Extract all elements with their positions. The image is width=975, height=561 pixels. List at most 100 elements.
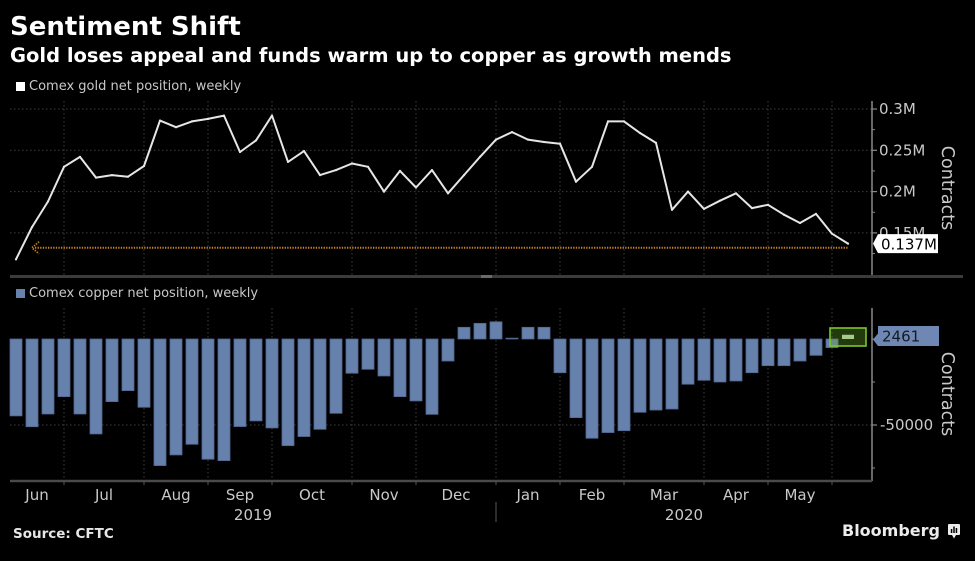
gold-point (350, 162, 354, 165)
copper-bar (793, 338, 807, 362)
gold-point (606, 120, 610, 123)
panel-splitter-handle (481, 275, 492, 278)
gold-point (734, 192, 738, 195)
copper-bar (393, 338, 407, 398)
copper-bar (809, 338, 823, 356)
source-note: Source: CFTC (13, 526, 114, 542)
month-label: May (784, 486, 815, 504)
gold-point (142, 164, 146, 168)
month-label: Aug (161, 486, 190, 504)
copper-bar (409, 338, 423, 402)
gold-point (574, 180, 578, 183)
gold-point (430, 169, 434, 172)
gold-point (254, 139, 258, 142)
gold-point (510, 131, 514, 134)
axes (10, 101, 963, 522)
copper-bar (233, 338, 247, 427)
brand: Bloomberg (842, 523, 960, 539)
gold-point (382, 190, 386, 193)
copper-bar (153, 338, 167, 466)
month-label: Sep (226, 486, 254, 504)
gold-point (750, 207, 754, 210)
copper-legend-swatch-icon (16, 289, 25, 298)
gold-point (718, 199, 722, 202)
copper-bar (585, 338, 599, 439)
gold-point (94, 176, 98, 179)
copper-last-value-callout (873, 326, 939, 346)
gold-point (814, 212, 818, 215)
bloomberg-logo-icon (947, 523, 960, 538)
copper-bar (313, 338, 327, 430)
copper-bar (761, 338, 775, 367)
gold-legend: Comex gold net position, weekly (16, 80, 241, 93)
copper-legend-label: Comex copper net position, weekly (29, 286, 259, 301)
copper-bar (473, 322, 487, 340)
copper-y-axis-title: Contracts (937, 352, 957, 436)
copper-bar (201, 338, 215, 460)
copper-bar (41, 338, 55, 415)
gold-point (798, 221, 802, 225)
copper-bar (521, 326, 535, 340)
copper-bar (329, 338, 343, 414)
gold-point (302, 150, 306, 153)
copper-bar (489, 321, 503, 340)
gold-legend-label: Comex gold net position, weekly (29, 79, 242, 94)
copper-bar-latest (842, 334, 854, 339)
gold-point (526, 138, 530, 141)
gold-point (494, 138, 498, 141)
month-label: Jun (24, 486, 48, 504)
copper-bar (569, 338, 583, 419)
copper-last-value-label: 2461 (882, 328, 920, 346)
gold-point (670, 208, 674, 211)
gold-y-axis-title: Contracts (937, 146, 957, 230)
month-label: Jan (515, 486, 539, 504)
copper-bar (745, 338, 759, 374)
gold-point (414, 186, 418, 189)
copper-bar (137, 338, 151, 408)
copper-bar (617, 338, 631, 432)
copper-bar (697, 338, 711, 381)
gold-point (270, 114, 274, 117)
gold-point (590, 165, 594, 168)
gold-legend-swatch-icon (16, 82, 25, 91)
chart-subtitle: Gold loses appeal and funds warm up to c… (10, 44, 732, 67)
chart-title: Sentiment Shift (10, 12, 241, 42)
copper-bar (185, 338, 199, 445)
gold-point (238, 150, 242, 154)
gold-point (126, 175, 130, 178)
gold-point (478, 155, 482, 158)
gold-point (654, 141, 658, 144)
gold-point (830, 232, 834, 235)
axis-labels: 0.3M0.25M0.2M0.15M-50000ContractsContrac… (24, 100, 957, 524)
gold-point (846, 242, 850, 245)
gold-point (158, 119, 162, 122)
copper-bar (9, 338, 23, 417)
copper-legend: Comex copper net position, weekly (16, 287, 258, 300)
gold-point (366, 165, 370, 168)
gold-point (398, 169, 402, 172)
copper-bar (457, 326, 471, 340)
copper-bar (121, 338, 135, 391)
copper-bar (265, 338, 279, 429)
gold-last-value-label: 0.137M (881, 236, 937, 254)
gold-point (558, 142, 562, 145)
value-callouts: 0.137M 2461 (873, 234, 939, 346)
month-label: Apr (723, 486, 750, 504)
gold-point (702, 207, 706, 210)
gold-point (110, 174, 114, 177)
gold-last-value-callout (873, 234, 938, 254)
gold-point (222, 114, 226, 117)
copper-bar (553, 338, 567, 374)
copper-bar-series (9, 321, 867, 466)
gold-point (46, 200, 50, 203)
copper-bar (25, 338, 39, 428)
gold-point (286, 160, 290, 163)
gold-point (190, 120, 194, 123)
gold-point (686, 190, 690, 193)
copper-bar (825, 338, 839, 349)
copper-bar (713, 338, 727, 383)
gold-point (30, 226, 34, 229)
gold-point (14, 258, 18, 261)
copper-bar (425, 338, 439, 415)
